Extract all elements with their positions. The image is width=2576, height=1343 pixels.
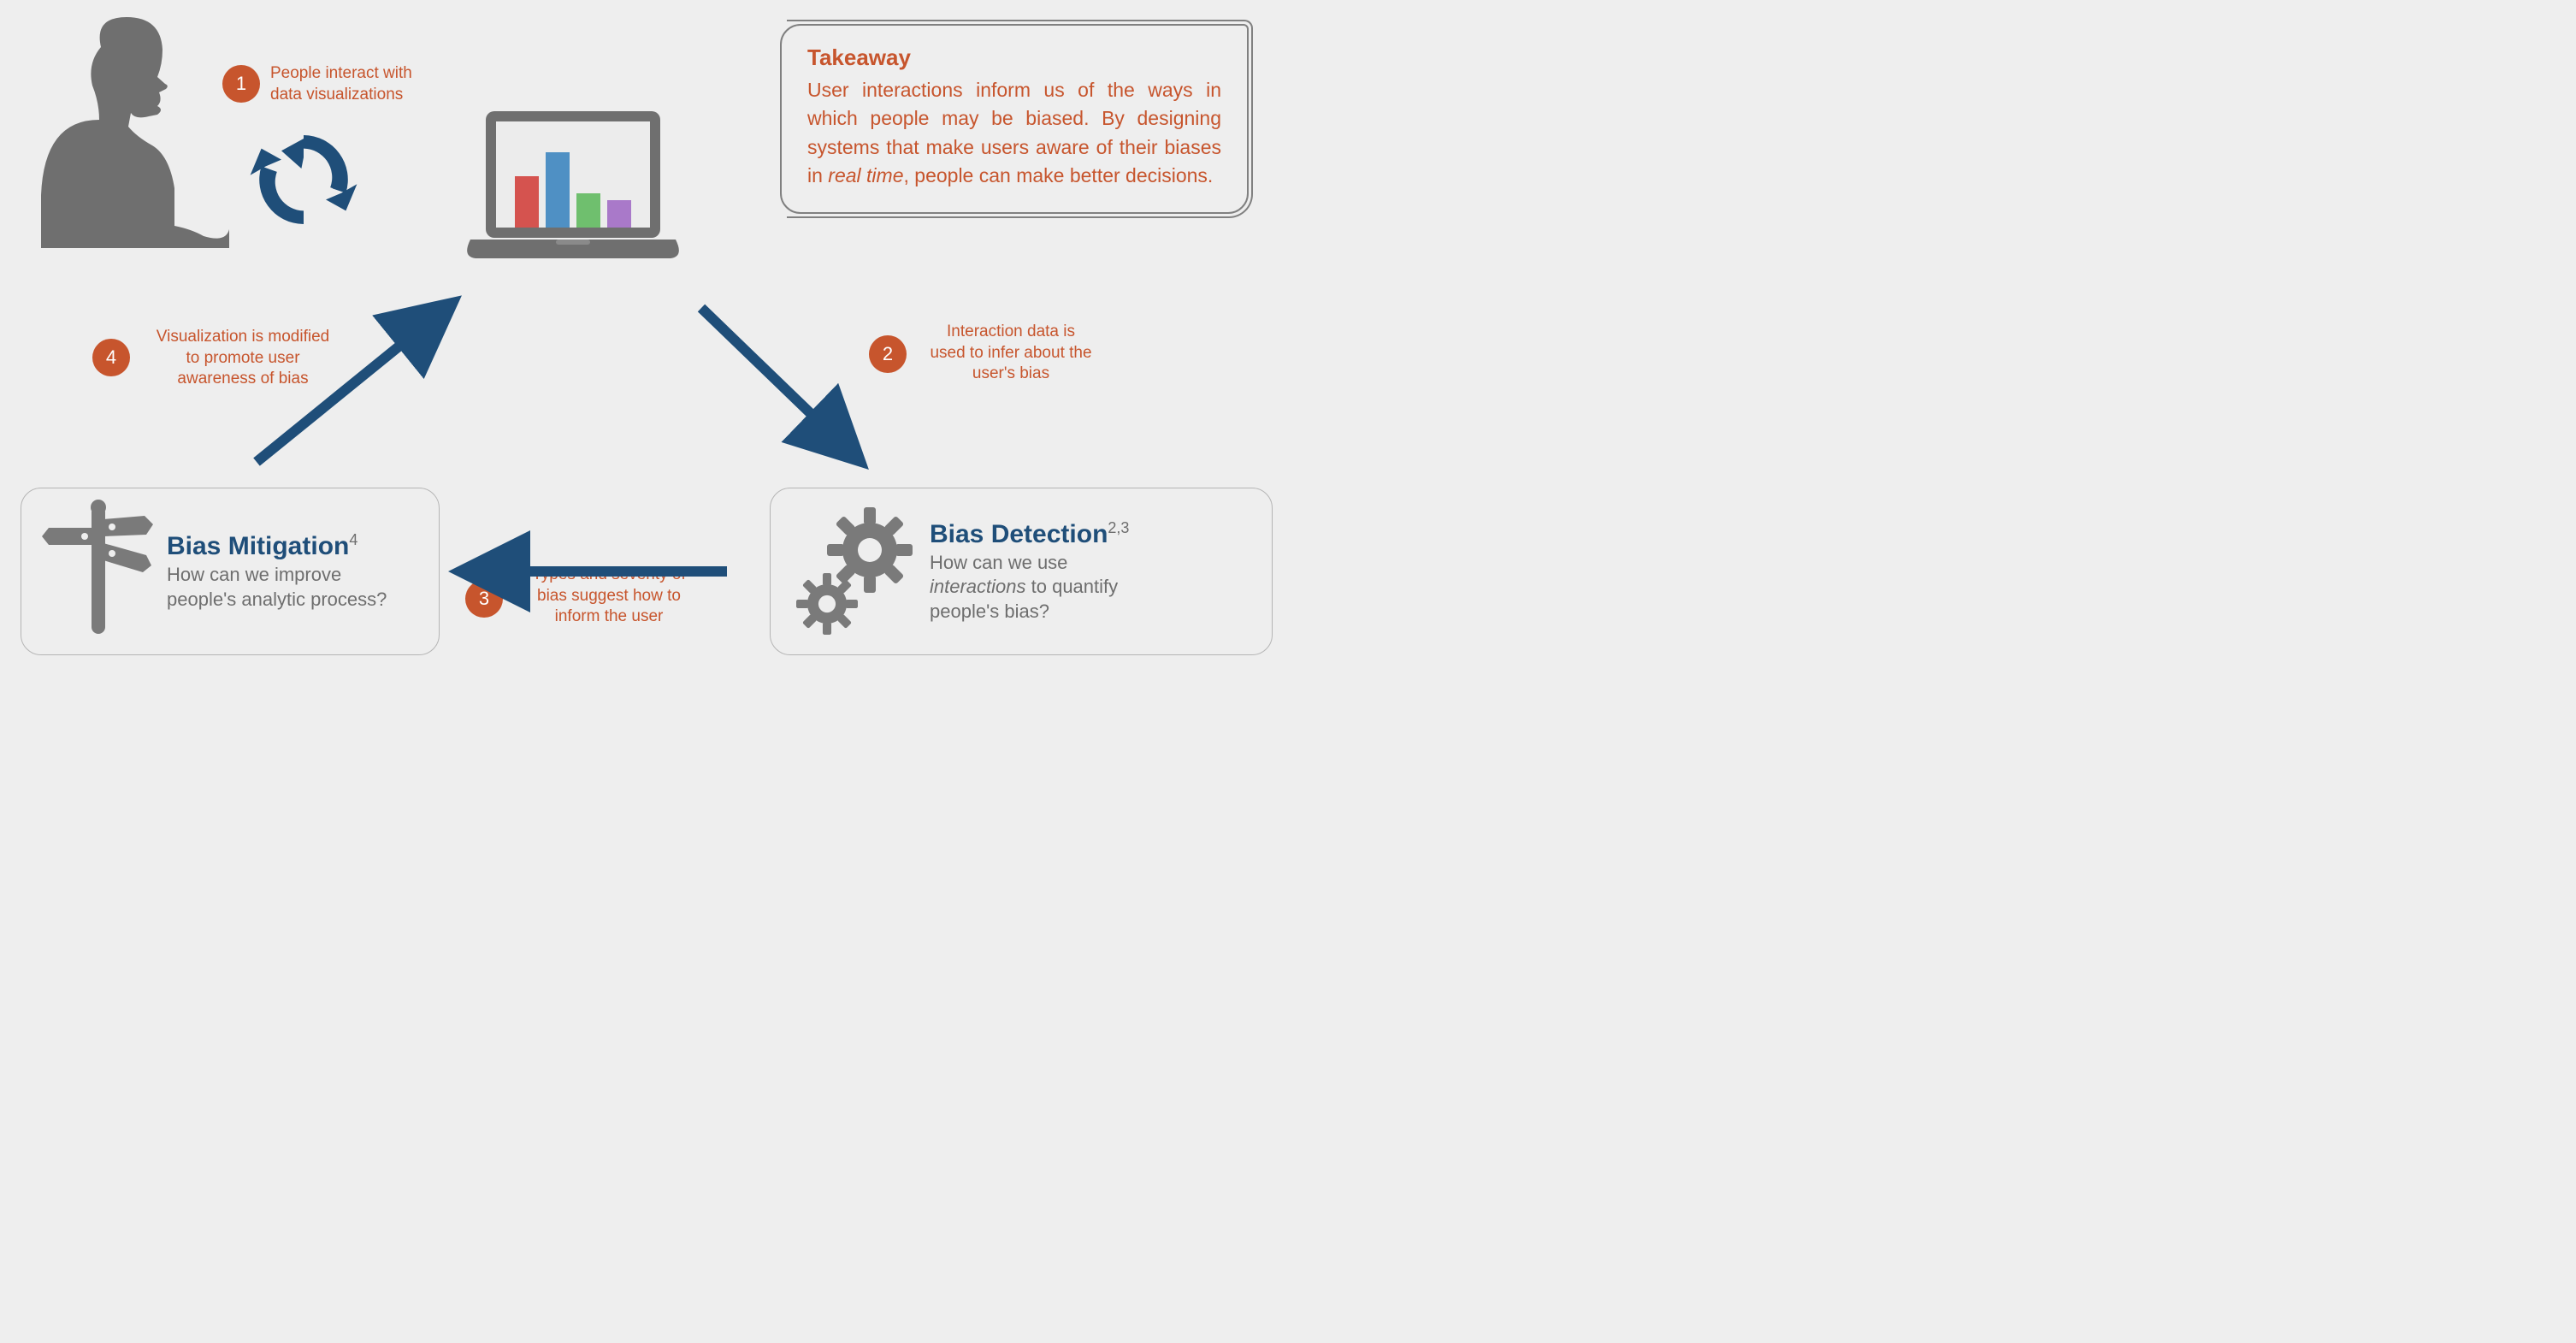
takeaway-text: User interactions inform us of the ways … [807,76,1221,190]
step-2-num: 2 [883,343,893,365]
gears-icon [791,503,919,640]
takeaway-title: Takeaway [807,44,1221,71]
mitigation-title: Bias Mitigation4 [167,531,387,561]
step-3-num: 3 [479,588,489,610]
laptop-icon [462,111,684,274]
step-3-badge: 3 [465,580,503,618]
detection-sub: How can we useinteractions to quantifype… [930,551,1129,624]
detection-title: Bias Detection2,3 [930,519,1129,549]
step-1-badge: 1 [222,65,260,103]
bias-mitigation-card: Bias Mitigation4 How can we improve peop… [21,488,440,655]
mitigation-sub: How can we improve people's analytic pro… [167,563,387,612]
bias-detection-card: Bias Detection2,3 How can we useinteract… [770,488,1273,655]
mitigation-title-text: Bias Mitigation [167,532,349,560]
step-2-badge: 2 [869,335,907,373]
step-4-num: 4 [106,346,116,369]
signpost-icon [42,499,153,644]
step-4-badge: 4 [92,339,130,376]
takeaway-box: Takeaway User interactions inform us of … [780,24,1249,214]
person-icon [41,17,229,274]
cycle-icon [248,124,359,235]
step-2-label: Interaction data is used to infer about … [917,322,1105,385]
step-1-num: 1 [236,73,246,95]
detection-title-text: Bias Detection [930,520,1108,548]
step-1-label: People interact with data visualizations [270,63,441,105]
step-4-label: Visualization is modified to promote use… [140,327,346,390]
detection-sup: 2,3 [1108,519,1129,536]
mitigation-sup: 4 [349,531,357,548]
step-3-label: Types and severity of bias suggest how t… [515,565,703,628]
